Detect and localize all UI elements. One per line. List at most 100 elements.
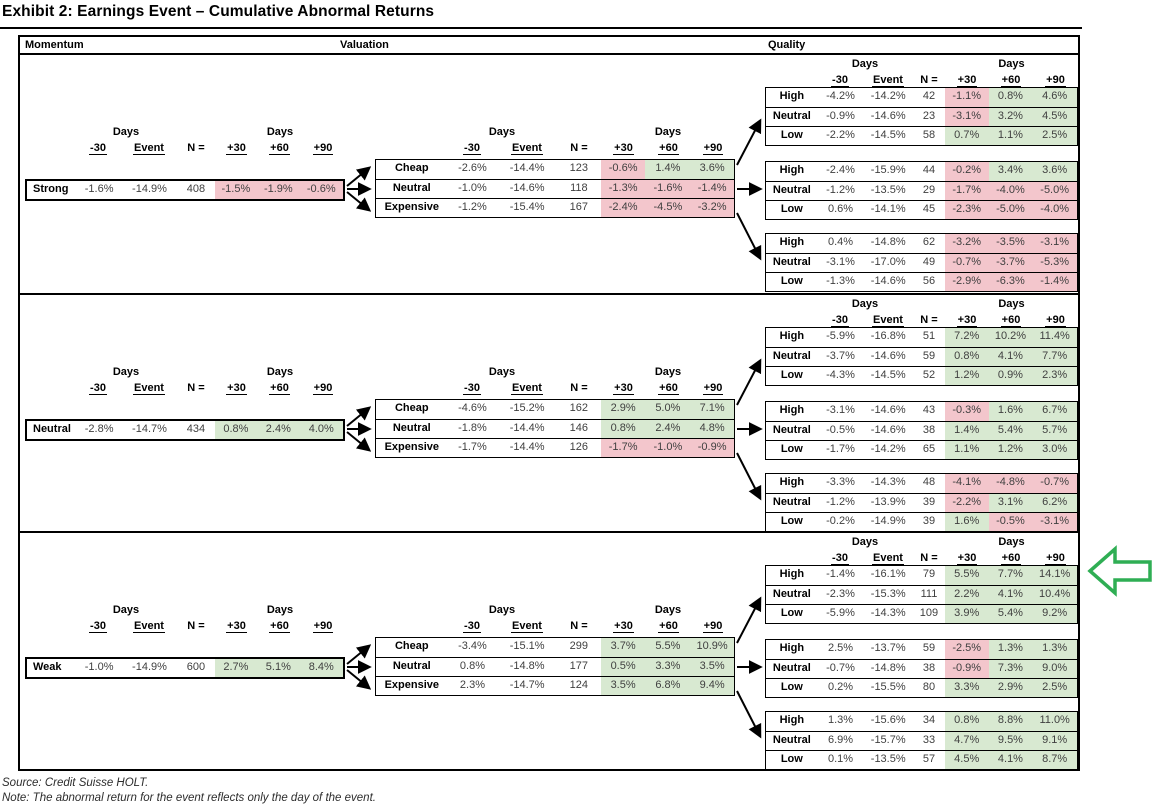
col-header-plus60: +60 xyxy=(269,620,290,633)
connector-arrows xyxy=(346,118,763,261)
cell-plus60: 3.3% xyxy=(645,658,691,676)
cell-plus60: -1.0% xyxy=(645,439,691,457)
days-header-row: Days Days xyxy=(375,365,735,381)
cell-plus60: 5.5% xyxy=(645,638,691,657)
momentum-section-strong: Days Days -30 Event N = +30 +60 +90 High -4.2% -14… xyxy=(20,55,1078,293)
cell-plus60: 8.8% xyxy=(988,712,1033,731)
cell-n: 52 xyxy=(922,369,936,381)
cell-n: 59 xyxy=(922,350,936,362)
cell-minus30: -1.4% xyxy=(826,568,855,580)
quality-row-neutral: Neutral -0.7% -14.8% 38 -0.9% 7.3% 9.0% xyxy=(766,659,1078,678)
cell-minus30: -1.3% xyxy=(826,275,855,287)
days-header: Days xyxy=(488,126,516,138)
row-label: High xyxy=(779,330,805,342)
cell-plus60: 3.4% xyxy=(988,162,1033,181)
cell-n: 167 xyxy=(569,201,589,213)
cell-event: -14.4% xyxy=(509,422,545,434)
cell-event: -14.3% xyxy=(870,607,906,619)
days-header: Days xyxy=(112,366,140,378)
cell-event: -13.9% xyxy=(870,496,906,508)
valuation-row-cheap: Cheap -2.6% -14.4% 123 -0.6% 1.4% 3.6% xyxy=(376,160,734,179)
cell-plus90: 2.5% xyxy=(1032,127,1078,145)
cell-n: 56 xyxy=(922,275,936,287)
cell-event: -13.5% xyxy=(870,753,906,765)
cell-minus30: -0.2% xyxy=(826,515,855,527)
cell-plus90: 8.7% xyxy=(1032,751,1078,769)
cell-plus60: 0.8% xyxy=(988,88,1033,107)
col-header-minus30: -30 xyxy=(463,142,481,155)
cell-plus60: 5.0% xyxy=(645,400,691,419)
cell-event: -14.1% xyxy=(870,203,906,215)
col-header-n: N = xyxy=(187,382,205,394)
quality-row-low: Low -1.7% -14.2% 65 1.1% 1.2% 3.0% xyxy=(766,440,1078,459)
cell-plus30: -2.4% xyxy=(600,199,646,217)
cell-plus60: -3.5% xyxy=(988,234,1033,253)
cell-event: -14.3% xyxy=(870,476,906,488)
row-label: High xyxy=(779,568,805,580)
cell-plus90: 14.1% xyxy=(1032,566,1078,585)
cell-event: -14.6% xyxy=(870,404,906,416)
row-label: Strong xyxy=(33,183,69,195)
cell-n: 177 xyxy=(569,660,589,672)
days-header: Days xyxy=(851,298,879,310)
cell-plus30: 1.2% xyxy=(944,367,989,385)
valuation-column-headers: Days Days -30 Event N = +30 +60 +90 xyxy=(375,365,735,397)
days-header: Days xyxy=(998,298,1025,310)
cell-plus90: 9.2% xyxy=(1032,605,1078,623)
cell-minus30: -1.0% xyxy=(84,661,114,673)
momentum-column-headers: Days Days -30 Event N = +30 +60 +90 xyxy=(25,125,345,157)
cell-plus30: 4.5% xyxy=(944,751,989,769)
col-header-plus60: +60 xyxy=(1000,74,1022,87)
cell-plus60: 1.1% xyxy=(988,127,1033,145)
cell-minus30: -2.8% xyxy=(84,423,114,435)
quality-column-headers: Days Days -30 Event N = +30 +60 +90 xyxy=(765,297,1078,329)
quality-row-high: High 1.3% -15.6% 34 0.8% 8.8% 11.0% xyxy=(766,712,1078,731)
days-header-row: Days Days xyxy=(765,57,1078,73)
cell-plus30: -1.3% xyxy=(600,180,646,198)
col-header-plus30: +30 xyxy=(226,620,247,633)
days-header-row: Days Days xyxy=(25,603,345,619)
cell-minus30: -1.2% xyxy=(458,201,487,213)
valuation-row-neutral: Neutral 0.8% -14.8% 177 0.5% 3.3% 3.5% xyxy=(376,657,734,676)
valuation-row-neutral: Neutral -1.0% -14.6% 118 -1.3% -1.6% -1.4% xyxy=(376,179,734,198)
quality-row-high: High -2.4% -15.9% 44 -0.2% 3.4% 3.6% xyxy=(766,162,1078,181)
cell-event: -14.7% xyxy=(132,423,167,435)
exhibit-title: Exhibit 2: Earnings Event – Cumulative A… xyxy=(2,3,435,20)
cell-plus30: -4.1% xyxy=(944,474,989,493)
cell-plus60: 3.2% xyxy=(988,108,1033,126)
cell-plus90: 9.0% xyxy=(1032,660,1078,678)
cell-plus90: -3.1% xyxy=(1032,513,1078,531)
col-header-minus30: -30 xyxy=(463,620,481,633)
momentum-section-weak: Days Days -30 Event N = +30 +60 +90 High -1.4% -16… xyxy=(20,531,1078,770)
quality-table-3: High 1.3% -15.6% 34 0.8% 8.8% 11.0% Neutral 6.9%… xyxy=(765,711,1078,770)
valuation-table: Cheap -4.6% -15.2% 162 2.9% 5.0% 7.1% Neutral -1… xyxy=(375,399,735,458)
cell-plus90: -3.1% xyxy=(1032,234,1078,253)
cell-minus30: 0.1% xyxy=(827,753,854,765)
cell-plus30: 3.9% xyxy=(944,605,989,623)
cell-plus60: 4.1% xyxy=(988,751,1033,769)
cell-n: 434 xyxy=(186,423,206,435)
quality-table-2: High 2.5% -13.7% 59 -2.5% 1.3% 1.3% Neutral -0.7… xyxy=(765,639,1078,698)
cell-n: 80 xyxy=(922,681,936,693)
cell-plus30: -1.7% xyxy=(944,182,989,200)
days-header: Days xyxy=(654,366,682,378)
cell-n: 124 xyxy=(569,679,589,691)
days-header: Days xyxy=(266,126,294,138)
cell-plus30: -0.9% xyxy=(944,660,989,678)
valuation-row-cheap: Cheap -3.4% -15.1% 299 3.7% 5.5% 10.9% xyxy=(376,638,734,657)
col-header-event: Event xyxy=(133,382,165,395)
cell-minus30: -3.1% xyxy=(826,256,855,268)
cell-minus30: 0.6% xyxy=(827,203,854,215)
cell-n: 38 xyxy=(922,424,936,436)
cell-minus30: -1.7% xyxy=(458,441,487,453)
cell-event: -15.6% xyxy=(870,714,906,726)
col-header-minus30: -30 xyxy=(831,314,849,327)
cell-event: -15.5% xyxy=(870,681,906,693)
days-header: Days xyxy=(654,126,682,138)
cell-plus30: -0.6% xyxy=(600,160,646,179)
row-label: Low xyxy=(780,515,803,527)
cell-plus30: 3.7% xyxy=(600,638,646,657)
col-header-n: N = xyxy=(920,552,938,564)
cell-plus30: -1.1% xyxy=(944,88,989,107)
col-header-plus30: +30 xyxy=(613,382,634,395)
